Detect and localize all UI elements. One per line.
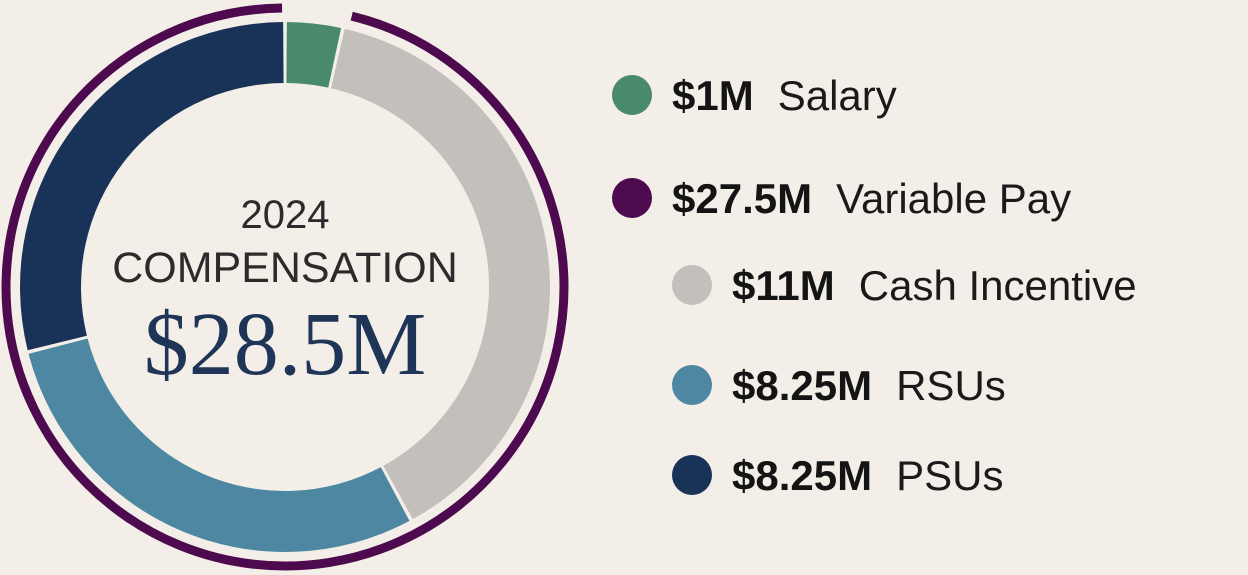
legend-label-rsus: RSUs (896, 362, 1006, 409)
legend-value-variable-pay: $27.5M (672, 175, 812, 222)
legend-item-rsus: $8.25M RSUs (672, 362, 1006, 409)
center-year: 2024 (241, 193, 330, 237)
legend-swatch-rsus (672, 365, 712, 405)
donut-slice-salary (286, 22, 342, 88)
donut-slices (20, 22, 550, 552)
legend-item-psus: $8.25M PSUs (672, 452, 1003, 499)
legend-swatch-psus (672, 455, 712, 495)
legend-label-variable-pay: Variable Pay (836, 175, 1071, 222)
legend-label-cash-incentive: Cash Incentive (859, 262, 1137, 309)
legend-value-psus: $8.25M (732, 452, 872, 499)
legend-swatch-salary (612, 75, 652, 115)
legend-label-psus: PSUs (896, 452, 1003, 499)
legend: $1M Salary $27.5M Variable Pay$11M Cash Ince… (612, 72, 1137, 499)
legend-swatch-cash-incentive (672, 265, 712, 305)
legend-value-salary: $1M (672, 72, 754, 119)
legend-swatch-variable-pay (612, 178, 652, 218)
legend-item-salary: $1M Salary (612, 72, 897, 119)
ring-arc-variable-pay (1, 3, 569, 571)
donut-slice-rsus (28, 338, 410, 552)
variable-pay-ring (1, 3, 569, 571)
legend-item-variable-pay: $27.5M Variable Pay (612, 175, 1071, 222)
legend-label-salary: Salary (778, 72, 897, 119)
donut-slice-psus (20, 22, 284, 351)
legend-value-cash-incentive: $11M (732, 262, 835, 309)
donut-slice-cash-incentive (330, 28, 550, 520)
legend-item-cash-incentive: $11M Cash Incentive (672, 262, 1137, 309)
center-label: COMPENSATION (112, 244, 458, 292)
center-total: $28.5M (144, 295, 427, 394)
legend-value-rsus: $8.25M (732, 362, 872, 409)
